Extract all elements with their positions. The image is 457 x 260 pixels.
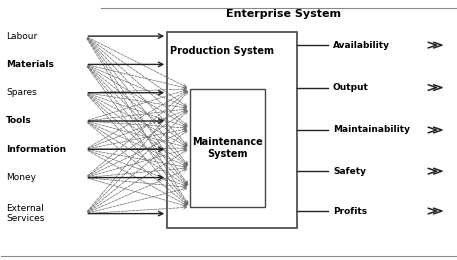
Text: Enterprise System: Enterprise System [225, 9, 340, 19]
Text: Tools: Tools [6, 116, 32, 126]
Text: Production System: Production System [170, 46, 274, 56]
Text: Information: Information [6, 145, 66, 154]
Bar [167, 32, 297, 228]
Text: Output: Output [333, 83, 369, 92]
Text: Labour: Labour [6, 32, 37, 41]
Text: Maintainability: Maintainability [333, 126, 410, 134]
Text: Safety: Safety [333, 167, 366, 176]
Text: Money: Money [6, 173, 36, 182]
Text: External
Services: External Services [6, 204, 44, 223]
Text: Spares: Spares [6, 88, 37, 97]
Text: Profits: Profits [333, 206, 367, 216]
Text: Maintenance
System: Maintenance System [192, 137, 263, 159]
Text: Availability: Availability [333, 41, 390, 50]
Text: Materials: Materials [6, 60, 54, 69]
Bar [190, 89, 265, 207]
